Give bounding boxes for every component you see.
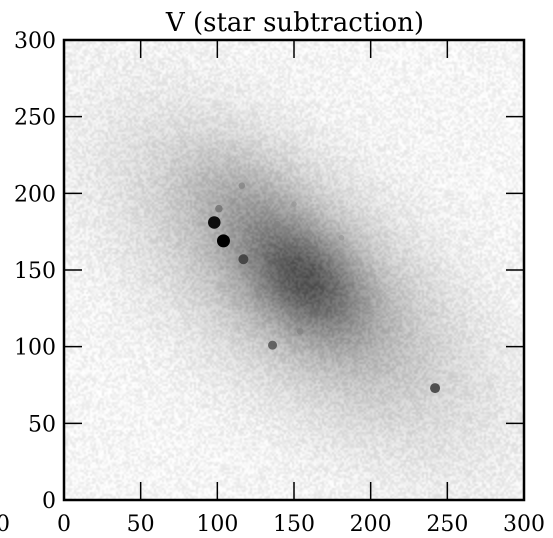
y-tick-label: 0 xyxy=(42,489,56,514)
x-tick-label: 250 xyxy=(426,512,468,537)
stray-axis-label: 0 xyxy=(0,512,10,537)
y-tick-label: 100 xyxy=(14,336,56,361)
image-panel xyxy=(64,40,524,500)
compact-source xyxy=(273,220,281,228)
galaxy-image xyxy=(64,40,524,500)
y-tick-label: 250 xyxy=(14,106,56,131)
compact-source xyxy=(296,328,304,335)
compact-source xyxy=(430,383,441,394)
y-tick-label: 300 xyxy=(14,29,56,54)
x-tick-label: 100 xyxy=(196,512,238,537)
axes-frame xyxy=(62,38,526,502)
compact-source xyxy=(327,322,334,329)
x-tick-label: 150 xyxy=(273,512,315,537)
y-tick-label: 200 xyxy=(14,182,56,207)
chart-title: V (star subtraction) xyxy=(165,8,424,38)
compact-source xyxy=(208,216,221,229)
compact-source xyxy=(291,201,297,207)
axis-tick-labels: 0 50 100 150 200 250 300 0 50 100 150 200 250 300 xyxy=(14,29,545,537)
compact-source xyxy=(338,235,345,241)
y-tick-label: 150 xyxy=(14,259,56,284)
compact-source xyxy=(268,340,278,350)
compact-source xyxy=(215,204,223,213)
compact-sources xyxy=(208,182,441,394)
x-tick-label: 300 xyxy=(503,512,545,537)
x-tick-label: 0 xyxy=(57,512,71,537)
x-tick-label: 200 xyxy=(350,512,392,537)
compact-source xyxy=(238,254,249,265)
compact-source xyxy=(216,234,230,248)
x-tick-label: 50 xyxy=(127,512,155,537)
compact-source xyxy=(238,182,246,189)
y-tick-label: 50 xyxy=(28,412,56,437)
